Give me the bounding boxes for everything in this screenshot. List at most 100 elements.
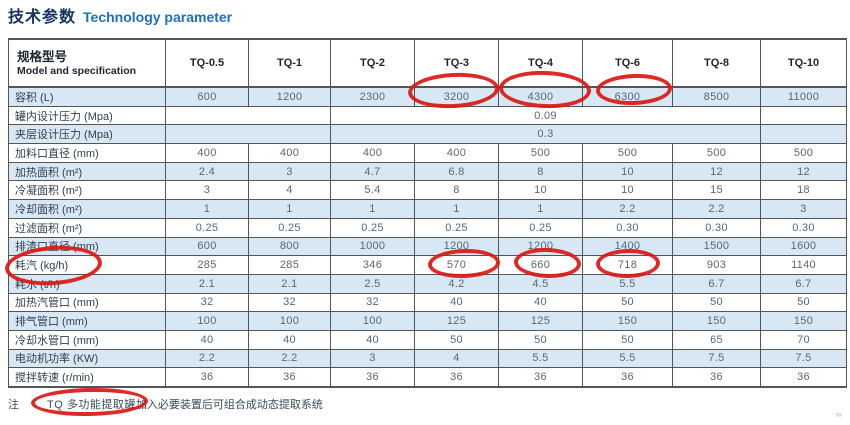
row-label: 加热汽管口 (mm) bbox=[8, 292, 166, 313]
table-cell: 36 bbox=[248, 367, 331, 388]
table-cell: 6.8 bbox=[414, 161, 499, 182]
footnote-prefix: 注 bbox=[8, 399, 19, 411]
column-header-tq-3: TQ-3 bbox=[414, 38, 499, 88]
table-cell: 1 bbox=[330, 199, 415, 219]
table-cell: 5.5 bbox=[582, 348, 673, 369]
table-cell: 150 bbox=[672, 311, 761, 331]
row-label: 罐内设计压力 (Mpa) bbox=[8, 105, 166, 126]
table-cell: 32 bbox=[165, 292, 249, 313]
table-cell-merged: 0.09 bbox=[330, 105, 761, 126]
table-cell: 285 bbox=[165, 255, 249, 275]
table-cell: 0.30 bbox=[672, 217, 761, 238]
table-cell: 100 bbox=[248, 311, 331, 331]
table-row: 耗水 (t/h) 2.1 2.1 2.5 4.2 4.5 5.5 6.7 6.7 bbox=[8, 273, 847, 294]
table-row: 加热汽管口 (mm) 32 32 32 40 40 50 50 50 bbox=[8, 292, 847, 313]
table-cell: 4 bbox=[248, 180, 331, 201]
table-cell: 285 bbox=[248, 255, 331, 275]
row-label: 排气管口 (mm) bbox=[8, 311, 166, 331]
column-header-tq-4: TQ-4 bbox=[498, 38, 583, 88]
table-cell-merged: 0.3 bbox=[330, 124, 761, 145]
table-cell: 7.5 bbox=[760, 348, 847, 369]
page-title: 技术参数 Technology parameter bbox=[8, 3, 232, 27]
table-cell: 2.1 bbox=[165, 273, 249, 294]
table-cell: 0.30 bbox=[582, 217, 673, 238]
table-cell: 36 bbox=[672, 367, 761, 388]
table-cell: 3 bbox=[330, 348, 415, 369]
table-cell: 36 bbox=[760, 367, 847, 388]
table-cell: 8 bbox=[498, 161, 583, 182]
table-row: 排气管口 (mm) 100 100 100 125 125 150 150 150 bbox=[8, 311, 847, 331]
table-cell: 2.2 bbox=[165, 348, 249, 369]
table-cell: 10 bbox=[498, 180, 583, 201]
table-cell: 10 bbox=[582, 161, 673, 182]
table-row: 冷却面积 (m²) 1 1 1 1 1 2.2 2.2 3 bbox=[8, 199, 847, 219]
row-label: 冷却水管口 (mm) bbox=[8, 329, 166, 350]
table-cell: 36 bbox=[498, 367, 583, 388]
table-cell: 2300 bbox=[330, 86, 415, 107]
table-cell: 1200 bbox=[498, 236, 583, 257]
table-cell: 4 bbox=[414, 348, 499, 369]
table-cell: 718 bbox=[582, 255, 673, 275]
table-cell: 2.5 bbox=[330, 273, 415, 294]
table-cell-merged bbox=[760, 105, 847, 126]
table-cell: 6.7 bbox=[672, 273, 761, 294]
table-cell: 11000 bbox=[760, 86, 847, 107]
table-cell: 5.5 bbox=[582, 273, 673, 294]
table-cell: 1500 bbox=[672, 236, 761, 257]
column-header-tq-10: TQ-10 bbox=[760, 38, 847, 88]
table-cell: 50 bbox=[498, 329, 583, 350]
row-label: 过滤面积 (m²) bbox=[8, 217, 166, 238]
table-cell-merged bbox=[760, 124, 847, 145]
table-body: 容积 (L) 600 1200 2300 3200 4300 6300 8500 11000 罐内… bbox=[8, 86, 847, 388]
table-row: 冷凝面积 (m²) 3 4 5.4 8 10 10 15 18 bbox=[8, 180, 847, 201]
table-cell: 0.25 bbox=[498, 217, 583, 238]
table-cell: 15 bbox=[672, 180, 761, 201]
table-cell: 903 bbox=[672, 255, 761, 275]
table-row: 加料口直径 (mm) 400 400 400 400 500 500 500 500 bbox=[8, 143, 847, 163]
footnote: 注 TQ 多功能提取罐加入必要装置后可组合成动态提取系统 bbox=[8, 396, 323, 412]
table-cell: 4.5 bbox=[498, 273, 583, 294]
table-cell: 5.5 bbox=[498, 348, 583, 369]
table-row: 排渣口直径 (mm) 600 800 1000 1200 1200 1400 1500 1600 bbox=[8, 236, 847, 257]
table-row: 耗汽 (kg/h) 285 285 346 570 660 718 903 1140 bbox=[8, 255, 847, 275]
table-cell-merged bbox=[165, 124, 331, 145]
table-cell: 40 bbox=[330, 329, 415, 350]
table-cell: 40 bbox=[165, 329, 249, 350]
table-cell: 800 bbox=[248, 236, 331, 257]
table-cell: 1 bbox=[165, 199, 249, 219]
table-cell: 346 bbox=[330, 255, 415, 275]
table-cell: 32 bbox=[330, 292, 415, 313]
table-cell: 0.25 bbox=[248, 217, 331, 238]
table-cell: 3 bbox=[248, 161, 331, 182]
table-cell: 0.25 bbox=[414, 217, 499, 238]
table-cell: 40 bbox=[414, 292, 499, 313]
table-cell: 36 bbox=[582, 367, 673, 388]
table-cell: 12 bbox=[760, 161, 847, 182]
table-cell: 3 bbox=[165, 180, 249, 201]
table-cell: 1 bbox=[498, 199, 583, 219]
table-cell: 500 bbox=[582, 143, 673, 163]
table-cell: 7.5 bbox=[672, 348, 761, 369]
title-chinese: 技术参数 bbox=[8, 9, 77, 26]
table-cell-merged bbox=[165, 105, 331, 126]
spec-table: 规格型号 Model and specification TQ-0.5 TQ-1 TQ-… bbox=[8, 38, 847, 388]
table-cell: 0.30 bbox=[760, 217, 847, 238]
table-row: 罐内设计压力 (Mpa) 0.09 bbox=[8, 105, 847, 126]
table-cell: 36 bbox=[414, 367, 499, 388]
table-row: 过滤面积 (m²) 0.25 0.25 0.25 0.25 0.25 0.30 0.30 0.3… bbox=[8, 217, 847, 238]
table-cell: 12 bbox=[672, 161, 761, 182]
table-row: 加热面积 (m²) 2.4 3 4.7 6.8 8 10 12 12 bbox=[8, 161, 847, 182]
row-label: 搅拌转速 (r/min) bbox=[8, 367, 166, 388]
row-label: 加热面积 (m²) bbox=[8, 161, 166, 182]
table-cell: 2.2 bbox=[582, 199, 673, 219]
table-cell: 660 bbox=[498, 255, 583, 275]
column-header-tq-1: TQ-1 bbox=[248, 38, 331, 88]
table-cell: 125 bbox=[498, 311, 583, 331]
table-cell: 10 bbox=[582, 180, 673, 201]
table-cell: 400 bbox=[414, 143, 499, 163]
column-header-tq-2: TQ-2 bbox=[330, 38, 415, 88]
table-cell: 65 bbox=[672, 329, 761, 350]
table-cell: 70 bbox=[760, 329, 847, 350]
table-cell: 1200 bbox=[414, 236, 499, 257]
